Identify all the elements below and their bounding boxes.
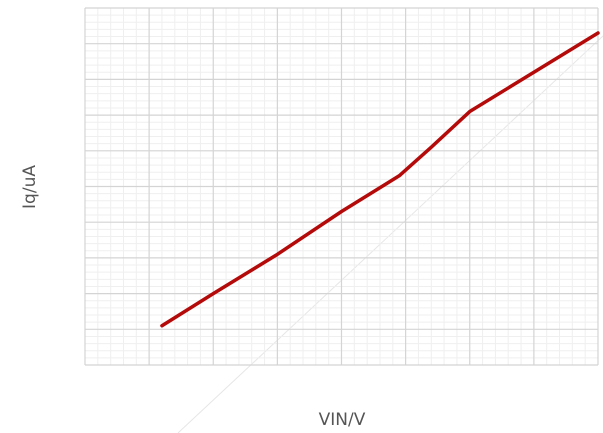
x-axis-label: VIN/V — [319, 410, 366, 430]
y-axis-label: Iq/uA — [20, 165, 40, 209]
data-line — [160, 31, 600, 328]
reference-line — [177, 35, 603, 433]
